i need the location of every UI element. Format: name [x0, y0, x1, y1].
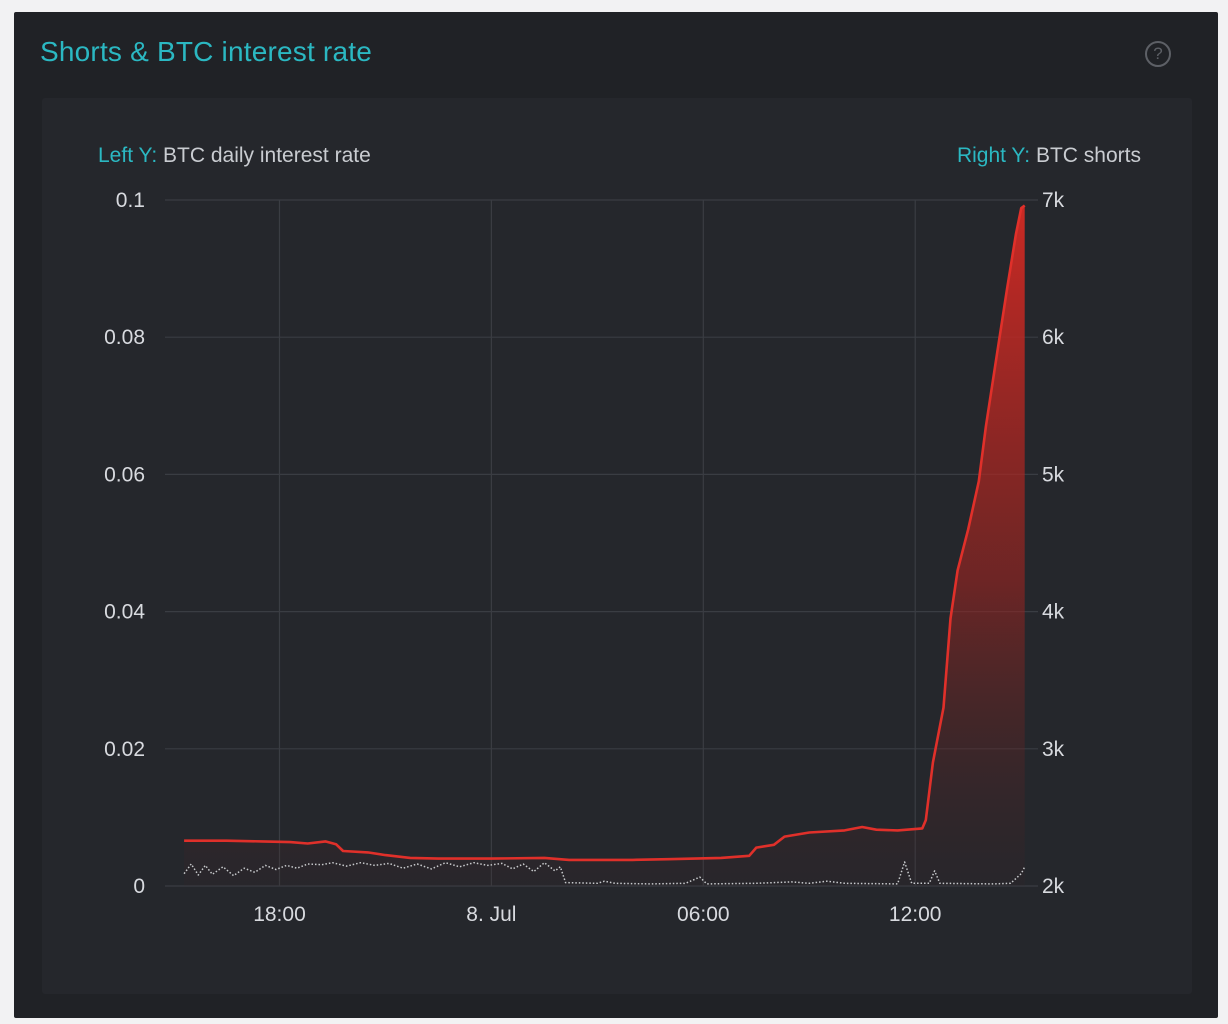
tick-labels: 0 0.02 0.04 0.06 0.08 0.1 2k 3k 4k 5k 6k 7k 18:00 8. …	[104, 189, 1065, 926]
left-axis-caption-value: BTC daily interest rate	[163, 144, 371, 167]
right-tick-label: 7k	[1042, 189, 1065, 212]
left-tick-label: 0.02	[104, 738, 145, 761]
btc-shorts-line	[184, 204, 1026, 862]
left-axis-caption: Left Y: BTC daily interest rate	[98, 144, 371, 168]
right-tick-label: 4k	[1042, 601, 1065, 624]
right-tick-label: 2k	[1042, 875, 1065, 898]
right-axis-caption-value: BTC shorts	[1035, 144, 1141, 167]
left-tick-label: 0.04	[104, 601, 145, 624]
x-tick-label: 18:00	[253, 903, 306, 926]
btc-interest-rate-line	[183, 861, 1026, 885]
right-tick-label: 5k	[1042, 463, 1065, 486]
right-tick-label: 3k	[1042, 738, 1065, 761]
left-tick-label: 0.06	[104, 463, 145, 486]
right-axis-caption: Right Y: BTC shorts	[957, 144, 1141, 168]
panel-title: Shorts & BTC interest rate	[40, 36, 372, 67]
grid	[165, 199, 1038, 887]
left-tick-label: 0	[133, 875, 145, 898]
left-tick-label: 0.08	[104, 326, 145, 349]
x-tick-label: 12:00	[889, 903, 942, 926]
right-axis-caption-key: Right Y:	[956, 144, 1031, 167]
left-axis-caption-key: Left Y:	[98, 144, 158, 167]
x-tick-label: 06:00	[677, 903, 730, 926]
x-tick-label: 8. Jul	[466, 903, 516, 926]
right-tick-label: 6k	[1042, 326, 1065, 349]
series-layer	[183, 204, 1026, 886]
left-tick-label: 0.1	[116, 189, 145, 212]
question-circle-icon[interactable]: ?	[1145, 41, 1171, 67]
btc-shorts-area	[184, 205, 1025, 886]
